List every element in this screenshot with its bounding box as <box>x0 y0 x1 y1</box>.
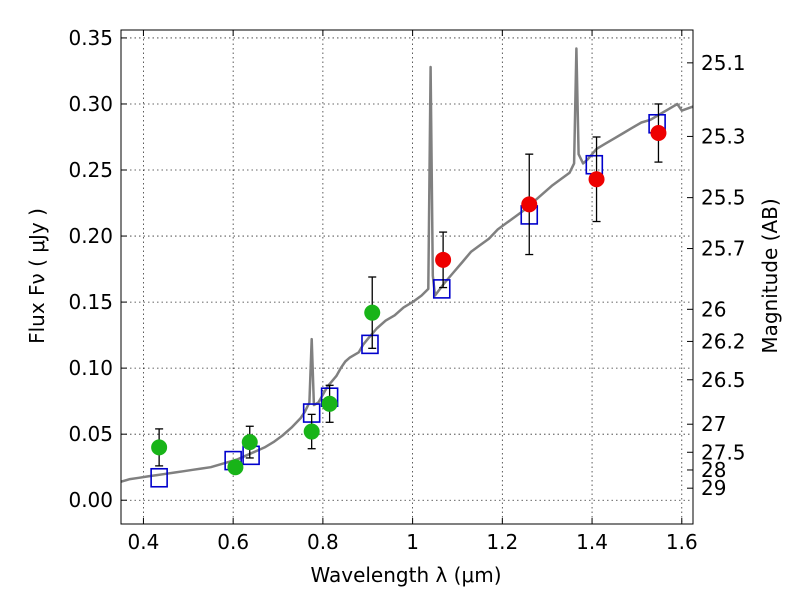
plot-frame <box>120 29 694 525</box>
optical-photometry-point <box>321 395 338 412</box>
ir-photometry-point <box>588 171 605 188</box>
series-layer <box>120 47 694 488</box>
y2-tick-label: 26.5 <box>701 368 746 392</box>
y-tick-label: 0.30 <box>68 92 113 116</box>
x-tick-label: 1.6 <box>666 530 698 554</box>
optical-photometry-point <box>364 304 381 321</box>
ir-photometry-point <box>650 125 667 142</box>
y-tick-label: 0.00 <box>68 488 113 512</box>
grid-lines <box>121 30 693 524</box>
y2-tick-label: 25.5 <box>701 186 746 210</box>
y2-axis-label: Magnitude (AB) <box>758 198 782 353</box>
y-tick-label: 0.05 <box>68 422 113 446</box>
y-axis-label: Flux Fν ( μJy ) <box>25 208 49 344</box>
y-tick-label: 0.35 <box>68 26 113 50</box>
y2-tick-label: 27.5 <box>701 440 746 464</box>
y2-tick-label: 27 <box>701 412 726 436</box>
ir-photometry-point <box>435 251 452 268</box>
y2-tick-label: 29 <box>701 476 726 500</box>
x-tick-label: 0.4 <box>128 530 160 554</box>
optical-photometry-point <box>227 459 244 476</box>
model-photometry-point <box>361 334 379 355</box>
model-photometry-point <box>432 279 451 299</box>
optical-photometry-point <box>241 434 258 451</box>
x-tick-label: 0.6 <box>217 530 249 554</box>
model-photometry-point <box>150 467 168 488</box>
y-tick-label: 0.20 <box>68 224 113 248</box>
y-tick-label: 0.25 <box>68 158 113 182</box>
y2-tick-label: 25.1 <box>701 51 746 75</box>
ir-photometry-point <box>521 196 538 213</box>
tick-layer: 0.4 0.6 0.8 1 1.2 1.4 1.6 0.00 0.05 0.10 0.15 0.20 0… <box>68 26 745 554</box>
x-tick-label: 1 <box>406 530 419 554</box>
y2-tick-label: 25.3 <box>701 124 746 148</box>
x-axis-label: Wavelength λ (μm) <box>310 563 501 587</box>
optical-photometry-point <box>303 423 320 440</box>
y2-tick-label: 26.2 <box>701 329 746 353</box>
y-tick-label: 0.10 <box>68 356 113 380</box>
optical-photometry-point <box>151 439 168 456</box>
y-tick-label: 0.15 <box>68 290 113 314</box>
y2-tick-label: 26 <box>701 297 726 321</box>
x-tick-label: 1.2 <box>486 530 518 554</box>
x-tick-label: 1.4 <box>576 530 608 554</box>
y2-tick-label: 25.7 <box>701 237 746 261</box>
x-tick-label: 0.8 <box>307 530 339 554</box>
y2-tick-label: 28 <box>701 458 726 482</box>
